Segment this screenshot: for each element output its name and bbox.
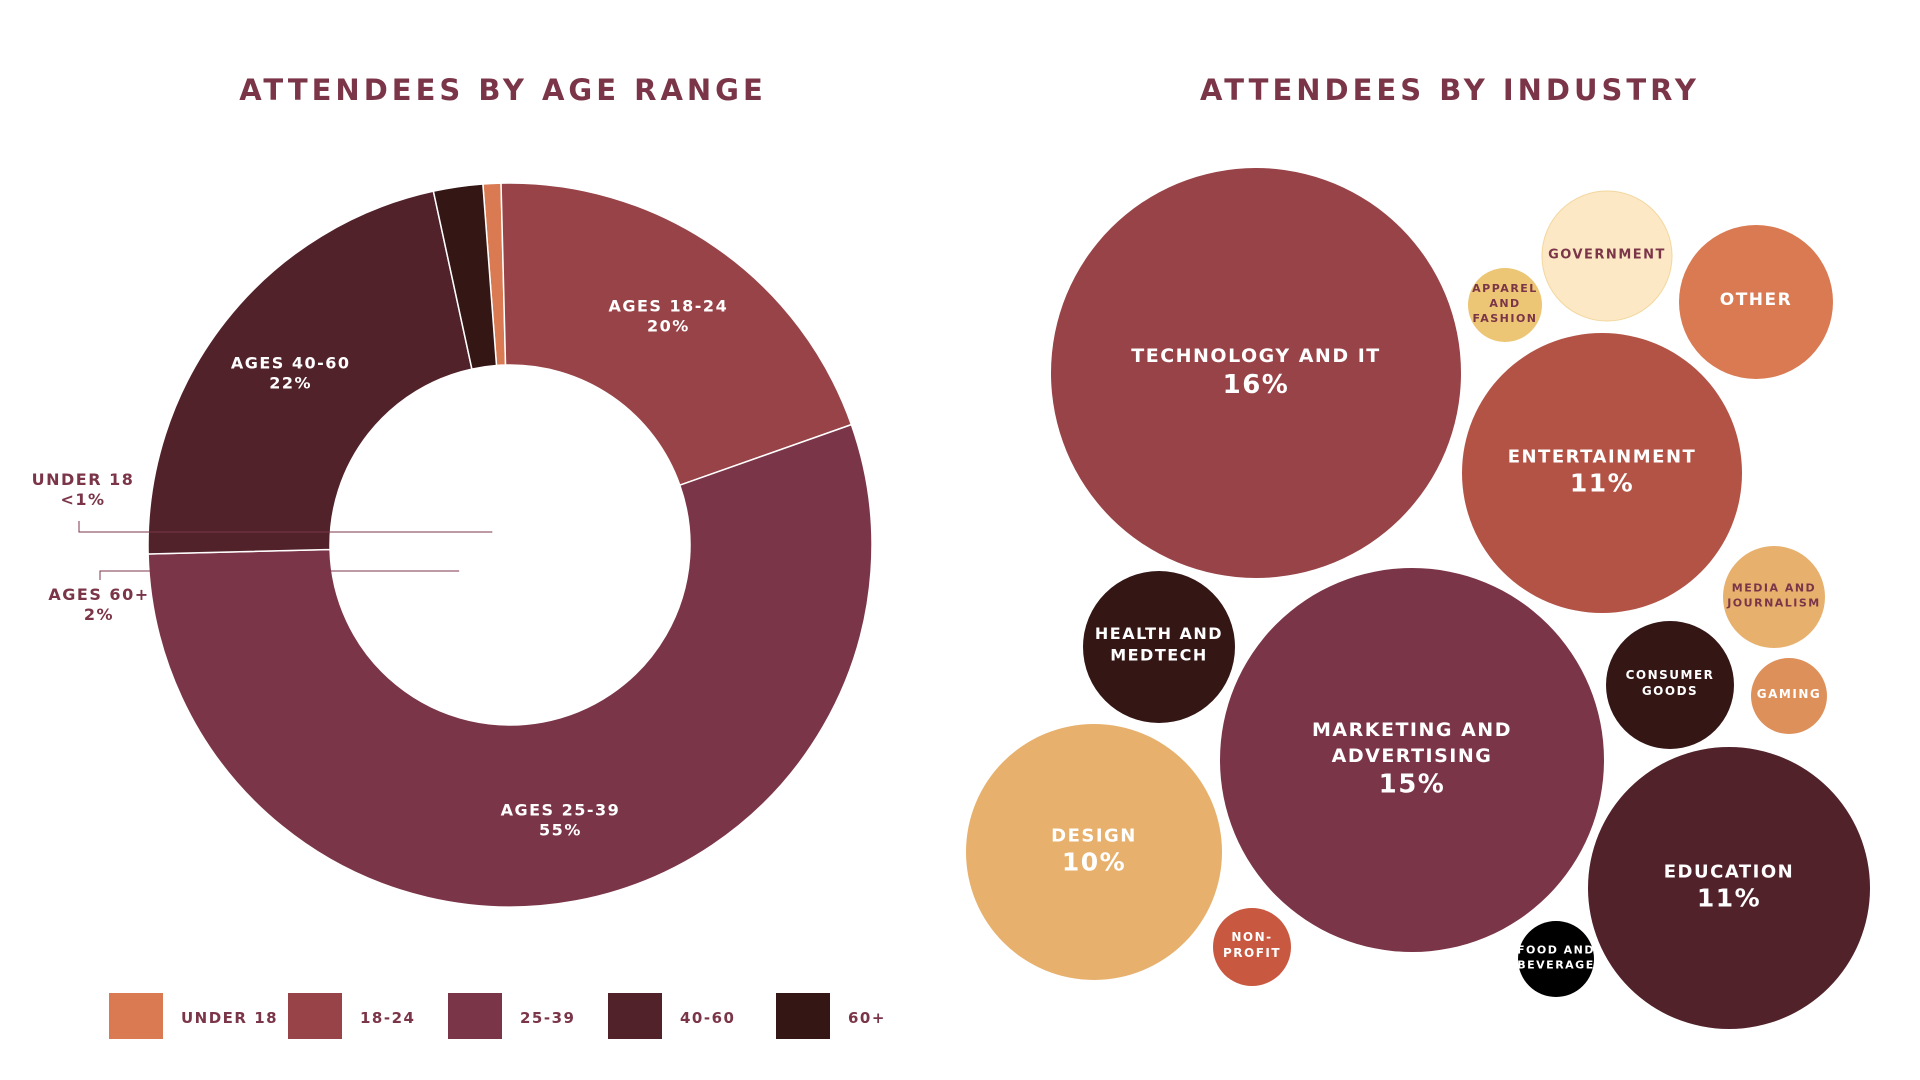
slice-label-value: 2% — [84, 605, 114, 624]
slice-label-value: 22% — [269, 374, 312, 393]
bubble-label: BEVERAGE — [1517, 958, 1594, 971]
slice-60- — [432, 183, 498, 370]
bubble-label: GAMING — [1757, 687, 1821, 701]
legend-label: 40-60 — [680, 1009, 735, 1027]
bubble-gaming — [1751, 658, 1827, 734]
slice-label-value: 20% — [647, 316, 690, 335]
bubble-label: HEALTH AND — [1095, 624, 1223, 643]
bubble-label: PROFIT — [1223, 946, 1281, 960]
slice-label-name: AGES 40-60 — [231, 354, 351, 373]
legend-swatch — [448, 993, 502, 1039]
legend-swatch — [109, 993, 163, 1039]
slice-40-60 — [147, 190, 473, 555]
bubble-media-and-journalism — [1723, 546, 1825, 648]
bubble-label: FASHION — [1472, 312, 1537, 325]
bubble-value: 11% — [1570, 469, 1634, 498]
bubble-label: APPAREL — [1472, 282, 1538, 295]
bubble-label: OTHER — [1720, 290, 1792, 310]
bubble-value: 15% — [1379, 770, 1446, 800]
bubble-label: CONSUMER — [1626, 668, 1715, 682]
bubble-label: AND — [1489, 297, 1520, 310]
bubble-value: 10% — [1062, 848, 1126, 877]
slice-label-name: UNDER 18 — [32, 470, 135, 489]
industry-chart-title: ATTENDEES BY INDUSTRY — [1200, 73, 1700, 107]
legend-swatch — [776, 993, 830, 1039]
bubble-label: NON- — [1231, 930, 1272, 944]
slice-18-24 — [500, 182, 853, 487]
bubble-label: ADVERTISING — [1332, 745, 1493, 767]
bubble-technology-and-it — [1051, 168, 1461, 578]
age-chart-title: ATTENDEES BY AGE RANGE — [239, 73, 767, 107]
slice-label-name: AGES 18-24 — [608, 296, 728, 315]
legend-swatch — [608, 993, 662, 1039]
bubble-label: GOODS — [1642, 684, 1698, 698]
bubble-label: MEDTECH — [1110, 646, 1208, 665]
leader-line — [99, 570, 460, 580]
bubble-apparel-and-fashion — [1468, 268, 1542, 342]
bubble-other — [1679, 225, 1833, 379]
bubble-value: 16% — [1223, 370, 1290, 400]
bubble-government — [1541, 190, 1673, 322]
slice-label-name: AGES 60+ — [48, 585, 149, 604]
bubble-consumer-goods — [1606, 621, 1734, 749]
bubble-label: JOURNALISM — [1726, 596, 1821, 609]
legend-label: 25-39 — [520, 1009, 575, 1027]
bubble-label: MARKETING AND — [1312, 719, 1512, 741]
slice-label-value: <1% — [60, 490, 105, 509]
bubble-label: MEDIA AND — [1732, 582, 1816, 595]
bubble-non-profit — [1213, 908, 1291, 986]
bubble-label: ENTERTAINMENT — [1508, 446, 1697, 467]
legend-label: UNDER 18 — [181, 1009, 278, 1027]
bubble-design — [966, 724, 1222, 980]
bubble-education — [1588, 747, 1870, 1029]
slice-label-value: 55% — [539, 820, 582, 839]
bubble-label: FOOD AND — [1517, 944, 1595, 957]
bubble-health-and-medtech — [1083, 571, 1235, 723]
bubble-label: EDUCATION — [1664, 861, 1794, 882]
slice-25-39 — [147, 423, 873, 908]
leader-line — [78, 521, 493, 533]
bubble-label: GOVERNMENT — [1548, 247, 1666, 262]
bubble-entertainment — [1462, 333, 1742, 613]
bubble-label: DESIGN — [1051, 825, 1137, 846]
bubble-label: TECHNOLOGY AND IT — [1131, 345, 1381, 367]
bubble-marketing-and-advertising — [1220, 568, 1604, 952]
legend-swatch — [288, 993, 342, 1039]
age-legend: UNDER 18 18-24 25-39 40-60 60+ — [109, 993, 886, 1039]
bubble-food-and-beverage — [1518, 921, 1594, 997]
slice-label-name: AGES 25-39 — [501, 800, 621, 819]
bubble-value: 11% — [1697, 884, 1761, 913]
legend-label: 60+ — [848, 1009, 886, 1027]
industry-bubble-chart: TECHNOLOGY AND IT 16% MARKETING AND ADVERTI… — [966, 168, 1870, 1029]
legend-label: 18-24 — [360, 1009, 415, 1027]
